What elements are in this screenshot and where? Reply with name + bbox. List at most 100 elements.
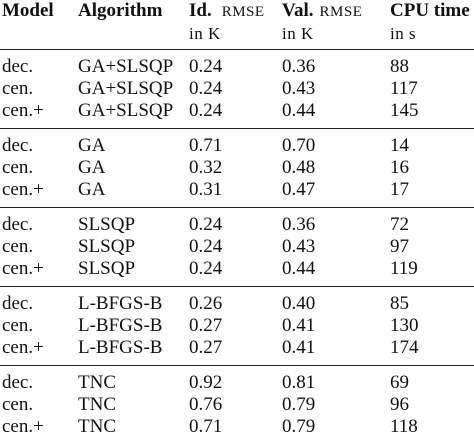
cell-algorithm: SLSQP (72, 258, 179, 287)
table-row: dec. L-BFGS-B 0.26 0.40 85 (0, 287, 474, 316)
cell-algorithm: GA (72, 157, 179, 179)
cell-id-rmse: 0.24 (179, 208, 278, 237)
cell-model: cen. (0, 236, 72, 258)
header-id-rmse: Id. RMSE (179, 0, 278, 23)
cell-id-rmse: 0.92 (179, 366, 278, 395)
table-row: cen.+ SLSQP 0.24 0.44 119 (0, 258, 474, 287)
cell-algorithm: GA (72, 179, 179, 208)
table-row: cen.+ GA 0.31 0.47 17 (0, 179, 474, 208)
table-row: cen. GA+SLSQP 0.24 0.43 117 (0, 78, 474, 100)
cell-model: cen.+ (0, 100, 72, 129)
cell-id-rmse: 0.24 (179, 258, 278, 287)
header-val-label: Val. (282, 0, 314, 21)
cell-cpu-time: 14 (388, 129, 474, 158)
header-id-metric: RMSE (222, 4, 265, 20)
cell-val-rmse: 0.41 (278, 337, 388, 366)
table-body: dec. GA+SLSQP 0.24 0.36 88 cen. GA+SLSQP… (0, 50, 474, 438)
header-id-unit-text: in K (189, 24, 221, 43)
table-header: Model Algorithm Id.RMSE Val.RMSE CPU tim… (0, 0, 474, 50)
cell-cpu-time: 118 (388, 416, 474, 438)
cell-algorithm: GA+SLSQP (72, 78, 179, 100)
cell-val-rmse: 0.40 (278, 287, 388, 316)
cell-model: cen.+ (0, 179, 72, 208)
cell-model: cen.+ (0, 258, 72, 287)
table-row: dec. GA+SLSQP 0.24 0.36 88 (0, 50, 474, 79)
cell-model: dec. (0, 208, 72, 237)
header-cpu-time: CPU time (388, 0, 474, 23)
cell-val-rmse: 0.70 (278, 129, 388, 158)
cell-algorithm: TNC (72, 416, 179, 438)
cell-algorithm: L-BFGS-B (72, 287, 179, 316)
cell-id-rmse: 0.24 (179, 236, 278, 258)
cell-id-rmse: 0.71 (179, 416, 278, 438)
table-row: cen.+ L-BFGS-B 0.27 0.41 174 (0, 337, 474, 366)
cell-id-rmse: 0.31 (179, 179, 278, 208)
table-row: dec. GA 0.71 0.70 14 (0, 129, 474, 158)
cell-cpu-time: 117 (388, 78, 474, 100)
cell-algorithm: GA+SLSQP (72, 100, 179, 129)
cell-id-rmse: 0.27 (179, 337, 278, 366)
table-row: cen. GA 0.32 0.48 16 (0, 157, 474, 179)
header-val-unit: in K (278, 23, 388, 50)
cell-cpu-time: 88 (388, 50, 474, 79)
cell-val-rmse: 0.44 (278, 258, 388, 287)
cell-model: cen. (0, 315, 72, 337)
header-model-unit (0, 23, 72, 50)
cell-algorithm: TNC (72, 394, 179, 416)
cell-model: cen. (0, 157, 72, 179)
cell-val-rmse: 0.36 (278, 208, 388, 237)
cell-val-rmse: 0.44 (278, 100, 388, 129)
cell-val-rmse: 0.43 (278, 236, 388, 258)
cell-val-rmse: 0.36 (278, 50, 388, 79)
cell-algorithm: GA+SLSQP (72, 50, 179, 79)
header-cpu-unit: in s (388, 23, 474, 50)
table-row: cen. L-BFGS-B 0.27 0.41 130 (0, 315, 474, 337)
cell-val-rmse: 0.81 (278, 366, 388, 395)
cell-id-rmse: 0.71 (179, 129, 278, 158)
header-model: Model (0, 0, 72, 23)
cell-cpu-time: 69 (388, 366, 474, 395)
cell-cpu-time: 17 (388, 179, 474, 208)
cell-algorithm: L-BFGS-B (72, 337, 179, 366)
cell-id-rmse: 0.27 (179, 315, 278, 337)
cell-model: cen.+ (0, 416, 72, 438)
table-row: dec. TNC 0.92 0.81 69 (0, 366, 474, 395)
cell-cpu-time: 16 (388, 157, 474, 179)
cell-model: dec. (0, 50, 72, 79)
cell-id-rmse: 0.26 (179, 287, 278, 316)
header-algorithm-unit (72, 23, 179, 50)
cell-val-rmse: 0.79 (278, 416, 388, 438)
results-table-container: Model Algorithm Id.RMSE Val.RMSE CPU tim… (0, 0, 474, 424)
cell-cpu-time: 119 (388, 258, 474, 287)
cell-model: dec. (0, 287, 72, 316)
table-row: cen. TNC 0.76 0.79 96 (0, 394, 474, 416)
cell-id-rmse: 0.32 (179, 157, 278, 179)
cell-val-rmse: 0.48 (278, 157, 388, 179)
table-row: dec. SLSQP 0.24 0.36 72 (0, 208, 474, 237)
header-val-metric: RMSE (320, 4, 363, 20)
cell-id-rmse: 0.76 (179, 394, 278, 416)
cell-cpu-time: 130 (388, 315, 474, 337)
cell-model: cen. (0, 394, 72, 416)
cell-cpu-time: 97 (388, 236, 474, 258)
cell-cpu-time: 72 (388, 208, 474, 237)
cell-cpu-time: 174 (388, 337, 474, 366)
cell-cpu-time: 145 (388, 100, 474, 129)
cell-model: dec. (0, 366, 72, 395)
table-row: cen.+ TNC 0.71 0.79 118 (0, 416, 474, 438)
cell-algorithm: SLSQP (72, 208, 179, 237)
header-id-label: Id. (189, 0, 212, 21)
cell-val-rmse: 0.47 (278, 179, 388, 208)
header-id-unit: in K (179, 23, 278, 50)
cell-cpu-time: 85 (388, 287, 474, 316)
cell-val-rmse: 0.41 (278, 315, 388, 337)
table-row: cen. SLSQP 0.24 0.43 97 (0, 236, 474, 258)
cell-cpu-time: 96 (388, 394, 474, 416)
cell-id-rmse: 0.24 (179, 100, 278, 129)
header-val-rmse: Val. RMSE (278, 0, 388, 23)
cell-id-rmse: 0.24 (179, 50, 278, 79)
cell-model: cen.+ (0, 337, 72, 366)
cell-val-rmse: 0.43 (278, 78, 388, 100)
cell-algorithm: TNC (72, 366, 179, 395)
